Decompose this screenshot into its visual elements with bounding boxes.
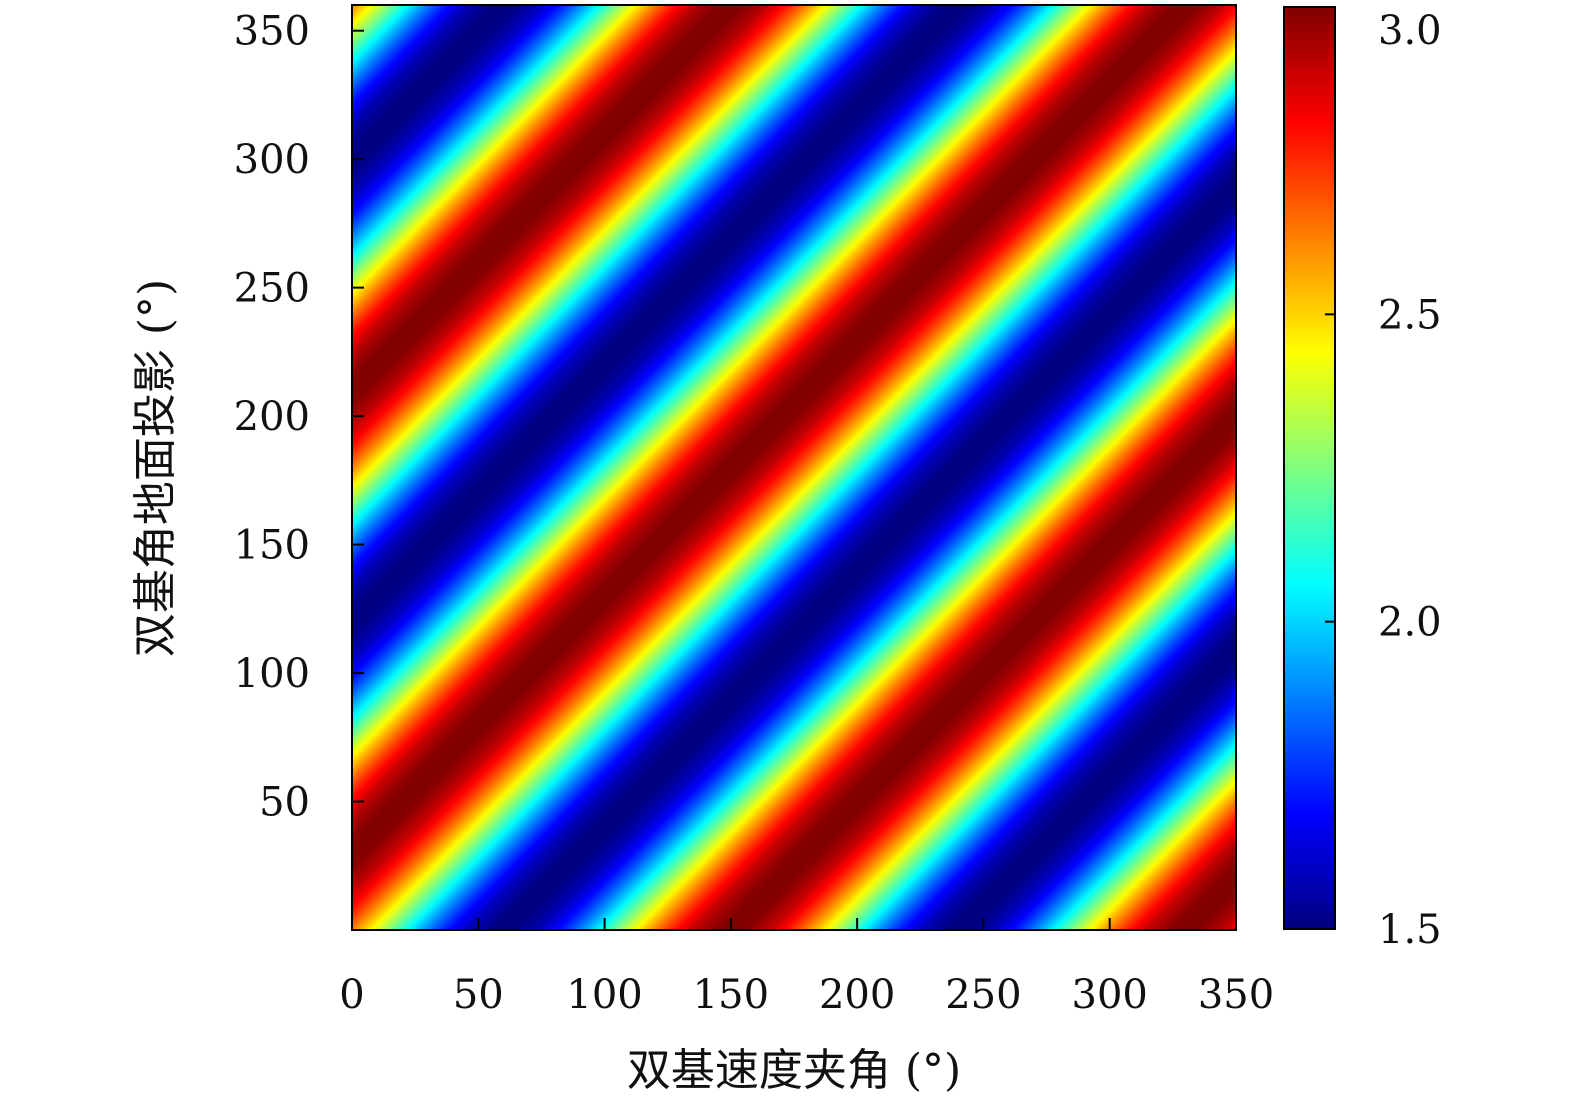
x-tick-label: 200	[819, 972, 895, 1018]
y-tick-label: 200	[234, 394, 310, 440]
y-tick-label: 100	[234, 651, 310, 697]
x-axis-title: 双基速度夹角 (°)	[627, 1045, 961, 1096]
colorbar-tick-label: 1.5	[1378, 907, 1442, 953]
x-tick-label: 150	[693, 972, 769, 1018]
x-tick-label: 250	[945, 972, 1021, 1018]
y-tick-label: 150	[234, 523, 310, 569]
y-axis-ticks: 50 100 150 200 250 300 350	[234, 9, 364, 826]
colorbar-tick-label: 3.0	[1378, 8, 1442, 54]
y-tick-label: 50	[259, 780, 310, 826]
colorbar-tick-label: 2.0	[1378, 600, 1442, 646]
y-tick-label: 300	[234, 137, 310, 183]
y-tick-label: 350	[234, 9, 310, 55]
colorbar-gradient	[1283, 6, 1336, 930]
x-tick-label: 100	[566, 972, 642, 1018]
x-axis-ticks: 0 50 100 150 200 250 300 350	[339, 918, 1274, 1018]
x-tick-label: 0	[339, 972, 364, 1018]
x-tick-label: 350	[1198, 972, 1274, 1018]
plot-frame	[351, 4, 1237, 931]
x-tick-label: 300	[1072, 972, 1148, 1018]
y-tick-label: 250	[234, 266, 310, 312]
colorbar-ticks: 1.5 2.0 2.5 3.0	[1325, 6, 1442, 953]
colorbar-tick-label: 2.5	[1378, 292, 1442, 338]
colorbar: 1.5 2.0 2.5 3.0	[1283, 6, 1442, 953]
y-axis-title: 双基角地面投影 (°)	[130, 279, 181, 657]
x-tick-label: 50	[453, 972, 504, 1018]
heatmap-image	[352, 5, 1236, 930]
heatmap-area	[351, 4, 1237, 931]
